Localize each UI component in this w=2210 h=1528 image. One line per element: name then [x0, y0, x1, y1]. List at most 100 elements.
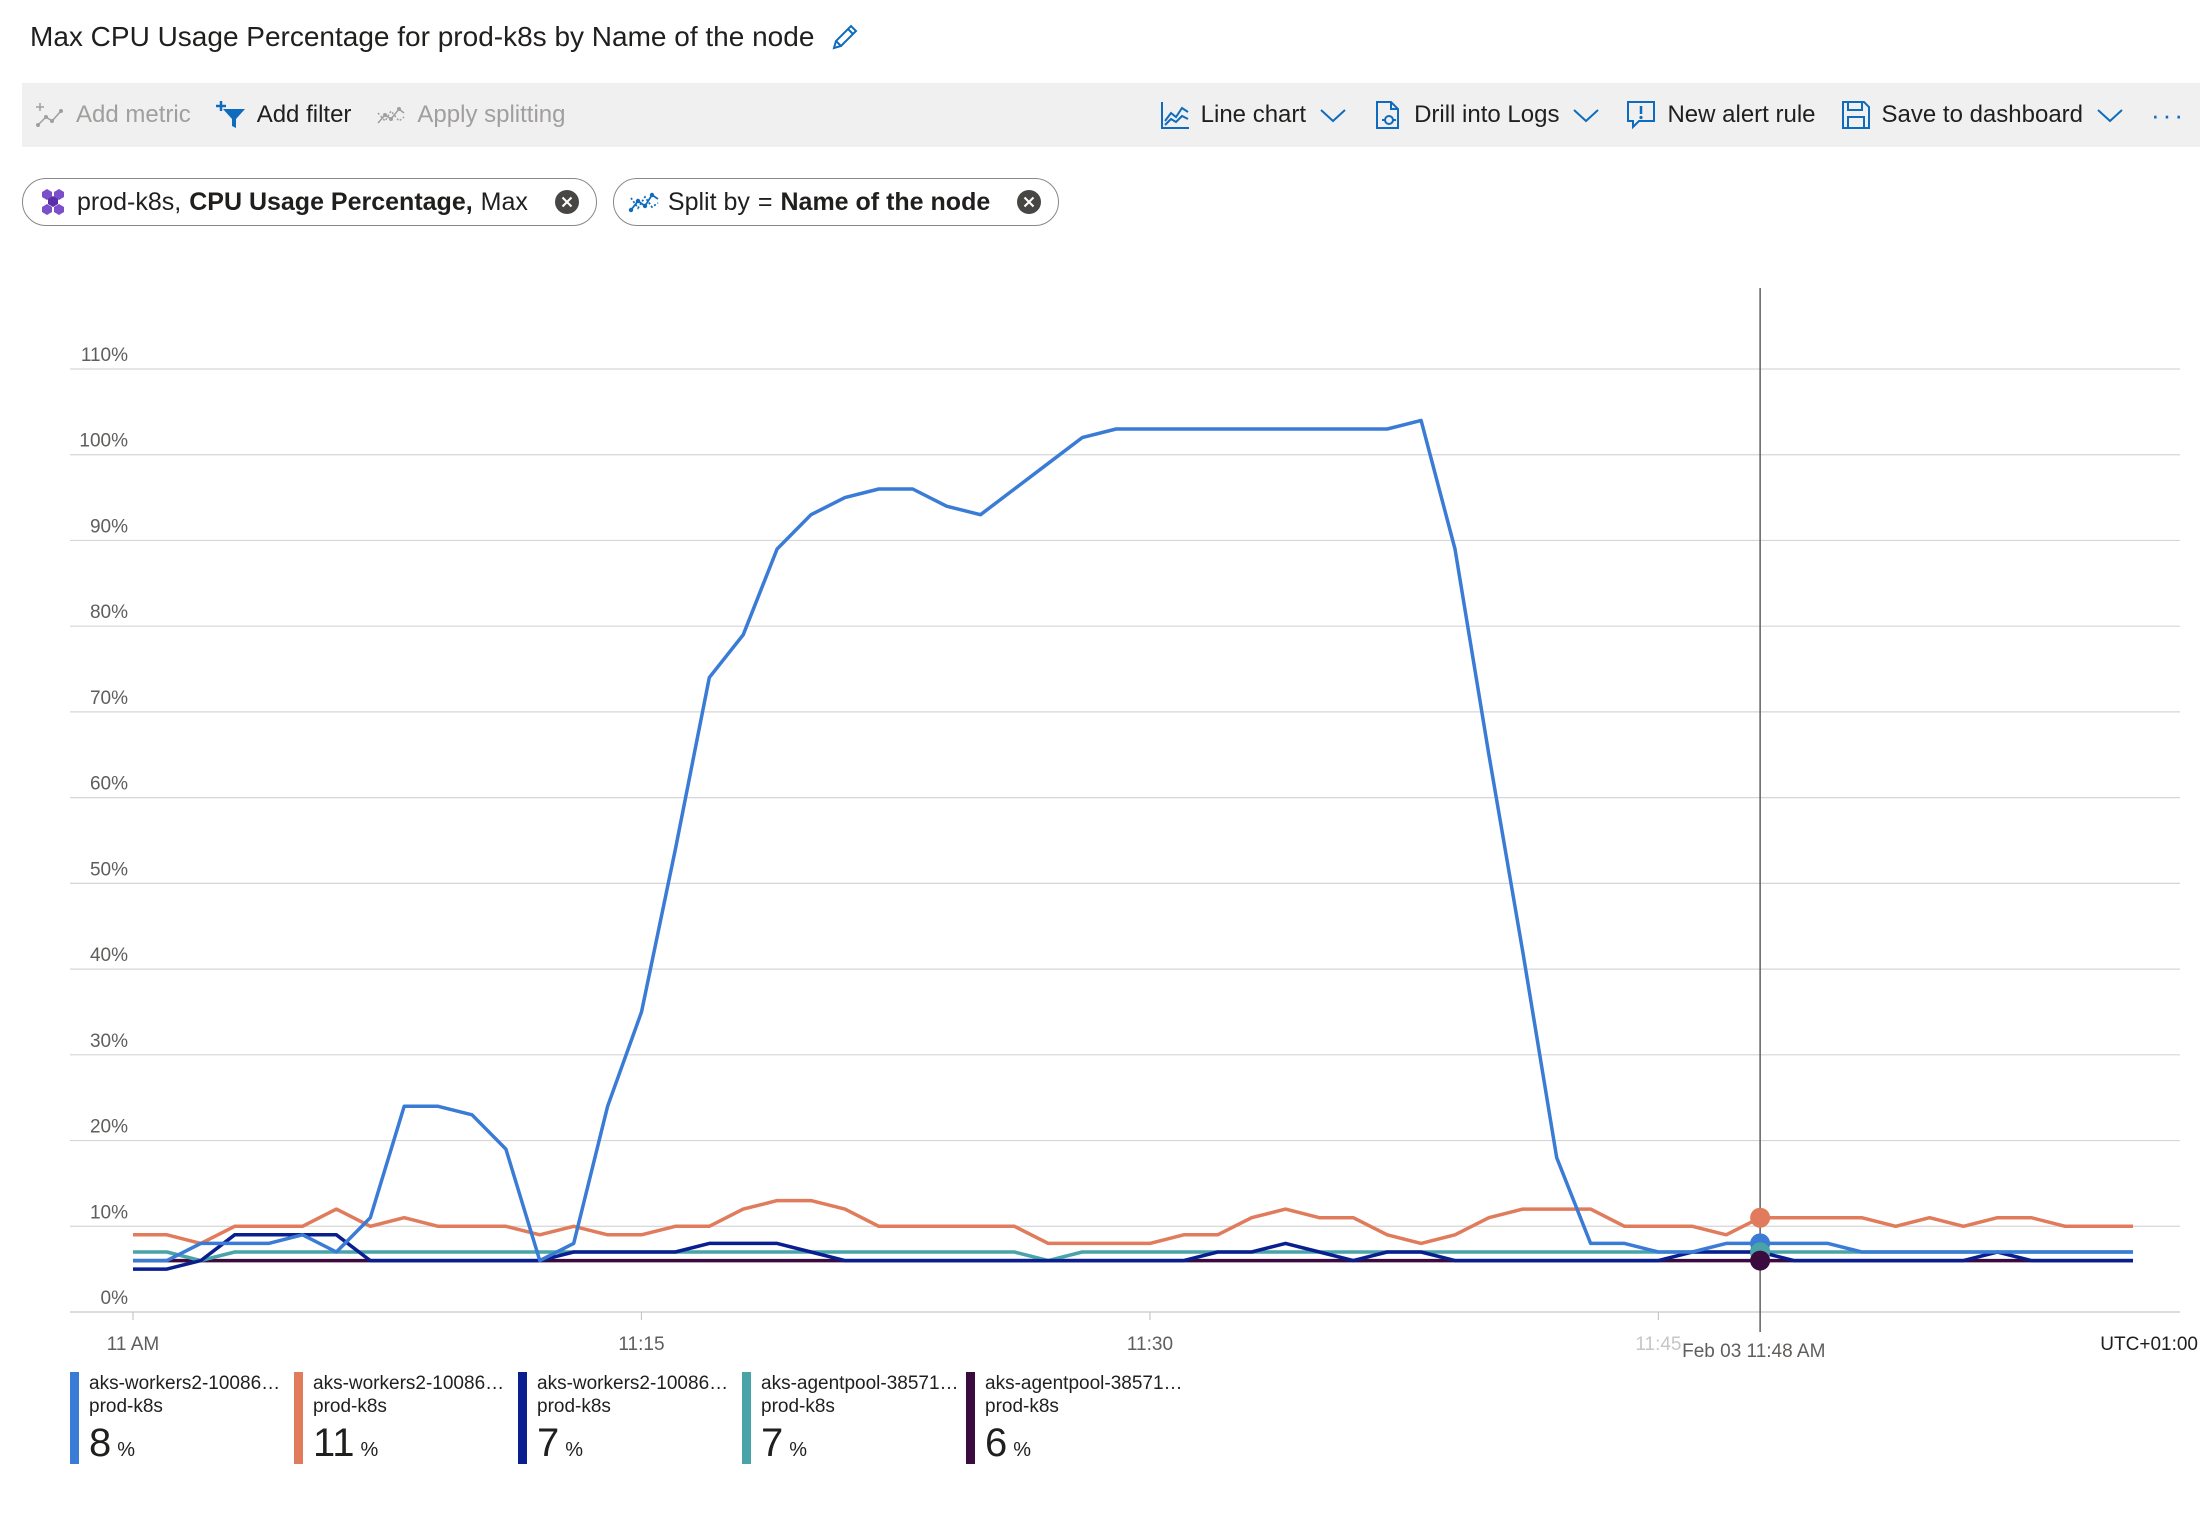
metric-pill[interactable]: prod-k8s, CPU Usage Percentage, Max	[22, 178, 597, 226]
more-options-button[interactable]: ···	[2151, 99, 2186, 130]
legend-text: aks-workers2-1008687... prod-k8s 7%	[537, 1372, 737, 1475]
chevron-down-icon	[1318, 105, 1348, 125]
save-to-dashboard-label: Save to dashboard	[1881, 101, 2084, 128]
legend-value: 7%	[537, 1418, 737, 1475]
add-metric-label: Add metric	[76, 101, 191, 128]
line-chart-dropdown[interactable]: Line chart	[1147, 83, 1360, 147]
legend-text: aks-workers2-1008687... prod-k8s 8%	[89, 1372, 289, 1475]
split-lines-icon	[628, 186, 660, 218]
y-tick-label: 40%	[90, 945, 128, 966]
split-pill-label: Split by	[667, 187, 750, 216]
legend-value-number: 7	[537, 1421, 560, 1465]
legend-value-unit: %	[360, 1439, 379, 1461]
cursor-time-label: Feb 03 11:48 AM	[1682, 1341, 1825, 1362]
series-line	[133, 1233, 2133, 1271]
x-tick-label: 11:15	[618, 1334, 664, 1355]
legend-series-name: aks-workers2-1008687...	[89, 1373, 289, 1394]
legend-value: 8%	[89, 1418, 289, 1475]
legend-series-name: aks-workers2-1008687...	[313, 1373, 513, 1394]
line-chart-icon	[1159, 99, 1191, 131]
y-tick-label: 0%	[101, 1288, 129, 1309]
alert-icon	[1625, 99, 1657, 131]
y-tick-label: 100%	[79, 431, 128, 452]
legend-color-bar	[966, 1372, 975, 1464]
x-tick-label: 11 AM	[107, 1334, 159, 1355]
drill-into-logs-label: Drill into Logs	[1414, 101, 1560, 128]
remove-metric-icon[interactable]	[554, 189, 580, 215]
chart-title: Max CPU Usage Percentage for prod-k8s by…	[30, 21, 815, 52]
y-tick-label: 110%	[81, 345, 128, 366]
new-alert-rule-label: New alert rule	[1667, 101, 1816, 128]
chevron-down-icon	[2095, 105, 2125, 125]
save-disk-icon	[1840, 99, 1872, 131]
y-tick-label: 50%	[90, 859, 128, 880]
chevron-down-icon	[1571, 105, 1601, 125]
line-chart-plot[interactable]: 0% 10% 20% 30% 40% 50% 60% 70% 80% 90% 100% 110% 11 …	[0, 280, 2210, 1370]
legend-item[interactable]: aks-workers2-1008687... prod-k8s 11%	[294, 1372, 518, 1475]
legend-color-bar	[742, 1372, 751, 1464]
legend-resource: prod-k8s	[89, 1396, 163, 1417]
metric-pills: prod-k8s, CPU Usage Percentage, Max Spli…	[22, 178, 1060, 226]
split-pill-value: Name of the node	[780, 187, 991, 216]
series-line	[133, 1250, 2133, 1263]
legend-series-name: aks-agentpool-385710...	[985, 1373, 1185, 1394]
add-metric-button[interactable]: Add metric	[22, 83, 203, 147]
legend-series-name: aks-agentpool-385710...	[761, 1373, 961, 1394]
filter-add-icon	[215, 99, 247, 131]
chart-title-row: Max CPU Usage Percentage for prod-k8s by…	[30, 14, 862, 60]
cursor-point	[1750, 1207, 1771, 1228]
legend-value-unit: %	[789, 1439, 808, 1461]
y-tick-label: 30%	[90, 1031, 128, 1052]
y-tick-label: 90%	[90, 516, 128, 537]
legend-item[interactable]: aks-agentpool-385710... prod-k8s 6%	[966, 1372, 1190, 1475]
legend-value: 6%	[985, 1418, 1185, 1475]
legend-value-number: 11	[313, 1421, 355, 1465]
metric-pill-aggregation: Max	[480, 187, 528, 216]
split-pill[interactable]: Split by = Name of the node	[612, 178, 1060, 226]
y-tick-label: 70%	[90, 688, 128, 709]
legend-text: aks-agentpool-385710... prod-k8s 7%	[761, 1372, 961, 1475]
cursor-point	[1750, 1250, 1771, 1271]
series-line	[133, 418, 2133, 1263]
apply-splitting-label: Apply splitting	[417, 101, 566, 128]
apply-splitting-button[interactable]: Apply splitting	[363, 83, 577, 147]
legend-color-bar	[294, 1372, 303, 1464]
save-to-dashboard-dropdown[interactable]: Save to dashboard	[1828, 83, 2137, 147]
legend-item[interactable]: aks-workers2-1008687... prod-k8s 8%	[70, 1372, 294, 1475]
y-tick-label: 60%	[90, 774, 128, 795]
metric-pill-resource: prod-k8s,	[77, 187, 182, 216]
legend-color-bar	[70, 1372, 79, 1464]
legend-item[interactable]: aks-agentpool-385710... prod-k8s 7%	[742, 1372, 966, 1475]
legend-color-bar	[518, 1372, 527, 1464]
remove-split-icon[interactable]	[1016, 189, 1042, 215]
logs-document-icon	[1372, 99, 1404, 131]
legend-value-number: 6	[985, 1421, 1008, 1465]
legend-value-number: 8	[89, 1421, 112, 1465]
add-filter-button[interactable]: Add filter	[203, 83, 364, 147]
add-metric-icon	[34, 99, 66, 131]
pencil-edit-icon[interactable]	[828, 20, 862, 54]
new-alert-rule-button[interactable]: New alert rule	[1613, 83, 1827, 147]
legend-resource: prod-k8s	[537, 1396, 611, 1417]
kubernetes-cluster-icon	[37, 186, 69, 218]
legend-text: aks-agentpool-385710... prod-k8s 6%	[985, 1372, 1185, 1475]
legend-item[interactable]: aks-workers2-1008687... prod-k8s 7%	[518, 1372, 742, 1475]
x-tick-label: 11:30	[1127, 1334, 1173, 1355]
legend-resource: prod-k8s	[313, 1396, 387, 1417]
series-line	[133, 1198, 2133, 1246]
line-chart-label: Line chart	[1200, 101, 1307, 128]
timezone-label: UTC+01:00	[2100, 1334, 2198, 1355]
legend-series-name: aks-workers2-1008687...	[537, 1373, 737, 1394]
metric-pill-metric: CPU Usage Percentage,	[189, 187, 473, 216]
legend-text: aks-workers2-1008687... prod-k8s 11%	[313, 1372, 513, 1475]
legend-value-unit: %	[565, 1439, 584, 1461]
drill-into-logs-dropdown[interactable]: Drill into Logs	[1360, 83, 1613, 147]
legend-value: 7%	[761, 1418, 961, 1475]
chart-legend: aks-workers2-1008687... prod-k8s 8% aks-wor…	[70, 1372, 1190, 1475]
legend-resource: prod-k8s	[761, 1396, 835, 1417]
y-tick-label: 10%	[90, 1202, 128, 1223]
legend-value-number: 7	[761, 1421, 784, 1465]
split-pill-eq: =	[757, 187, 773, 216]
y-tick-label: 20%	[90, 1117, 128, 1138]
legend-value: 11%	[313, 1418, 513, 1475]
